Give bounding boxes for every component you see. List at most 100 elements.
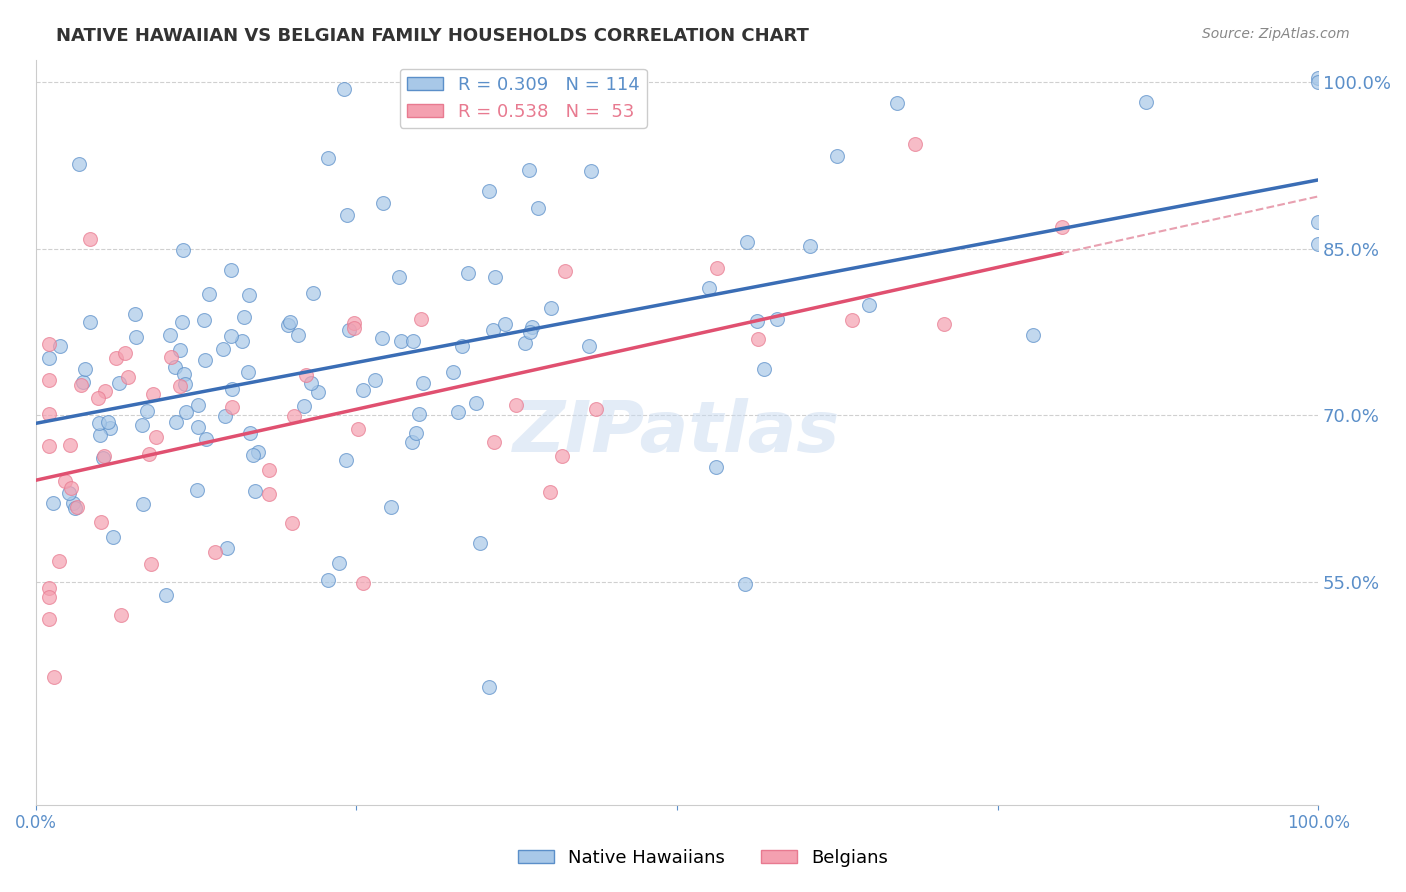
Point	[1308, 237, 1330, 252]
Point	[42, 670, 65, 684]
Point	[342, 321, 364, 335]
Point	[554, 264, 576, 278]
Point	[316, 573, 339, 587]
Point	[204, 545, 226, 559]
Point	[38, 337, 60, 351]
Point	[353, 576, 375, 591]
Point	[62, 496, 84, 510]
Point	[259, 463, 281, 477]
Point	[513, 336, 536, 351]
Point	[59, 437, 82, 451]
Point	[104, 351, 127, 366]
Point	[169, 343, 191, 357]
Point	[388, 270, 411, 285]
Point	[316, 151, 339, 165]
Point	[58, 486, 80, 500]
Text: Source: ZipAtlas.com: Source: ZipAtlas.com	[1202, 27, 1350, 41]
Point	[94, 384, 117, 398]
Point	[1050, 219, 1073, 234]
Point	[173, 367, 195, 381]
Point	[93, 449, 115, 463]
Point	[335, 453, 357, 467]
Point	[734, 576, 756, 591]
Point	[336, 209, 359, 223]
Point	[221, 400, 243, 414]
Point	[517, 163, 540, 178]
Point	[48, 339, 70, 353]
Point	[299, 376, 322, 390]
Point	[405, 425, 427, 440]
Point	[484, 269, 506, 284]
Point	[165, 359, 187, 374]
Point	[79, 316, 101, 330]
Point	[301, 285, 323, 300]
Point	[408, 407, 430, 421]
Point	[165, 415, 187, 429]
Point	[141, 557, 163, 571]
Point	[239, 426, 262, 441]
Point	[257, 487, 280, 501]
Point	[194, 352, 217, 367]
Point	[747, 332, 769, 346]
Point	[858, 298, 880, 312]
Point	[219, 329, 242, 343]
Point	[63, 501, 86, 516]
Point	[214, 409, 236, 424]
Point	[447, 405, 470, 419]
Point	[292, 399, 315, 413]
Point	[131, 417, 153, 432]
Point	[187, 420, 209, 434]
Point	[195, 432, 218, 446]
Point	[138, 447, 160, 461]
Point	[242, 448, 264, 462]
Point	[294, 368, 316, 382]
Point	[97, 415, 120, 429]
Point	[450, 339, 472, 353]
Point	[477, 680, 499, 694]
Point	[86, 391, 108, 405]
Point	[886, 95, 908, 110]
Point	[934, 317, 956, 331]
Point	[903, 137, 925, 152]
Point	[464, 396, 486, 410]
Point	[825, 149, 848, 163]
Point	[221, 382, 243, 396]
Point	[67, 157, 90, 171]
Point	[468, 536, 491, 550]
Point	[172, 315, 194, 329]
Point	[38, 351, 60, 365]
Point	[38, 439, 60, 453]
Point	[219, 263, 242, 277]
Point	[766, 312, 789, 326]
Point	[186, 483, 208, 497]
Point	[371, 195, 394, 210]
Point	[457, 266, 479, 280]
Point	[174, 405, 197, 419]
Point	[412, 376, 434, 390]
Point	[155, 588, 177, 602]
Point	[278, 315, 301, 329]
Point	[117, 369, 139, 384]
Point	[172, 243, 194, 257]
Point	[66, 500, 89, 515]
Point	[38, 591, 60, 605]
Point	[159, 328, 181, 343]
Point	[364, 373, 387, 387]
Point	[704, 459, 727, 474]
Point	[38, 373, 60, 387]
Point	[799, 239, 821, 253]
Point	[217, 541, 239, 555]
Point	[108, 376, 131, 391]
Point	[352, 383, 374, 397]
Legend: Native Hawaiians, Belgians: Native Hawaiians, Belgians	[510, 842, 896, 874]
Point	[505, 398, 527, 412]
Point	[246, 445, 269, 459]
Point	[197, 287, 219, 301]
Point	[145, 430, 167, 444]
Point	[1308, 75, 1330, 89]
Point	[53, 474, 76, 488]
Point	[578, 339, 600, 353]
Point	[89, 428, 111, 442]
Point	[174, 376, 197, 391]
Legend: R = 0.309   N = 114, R = 0.538   N =  53: R = 0.309 N = 114, R = 0.538 N = 53	[399, 69, 647, 128]
